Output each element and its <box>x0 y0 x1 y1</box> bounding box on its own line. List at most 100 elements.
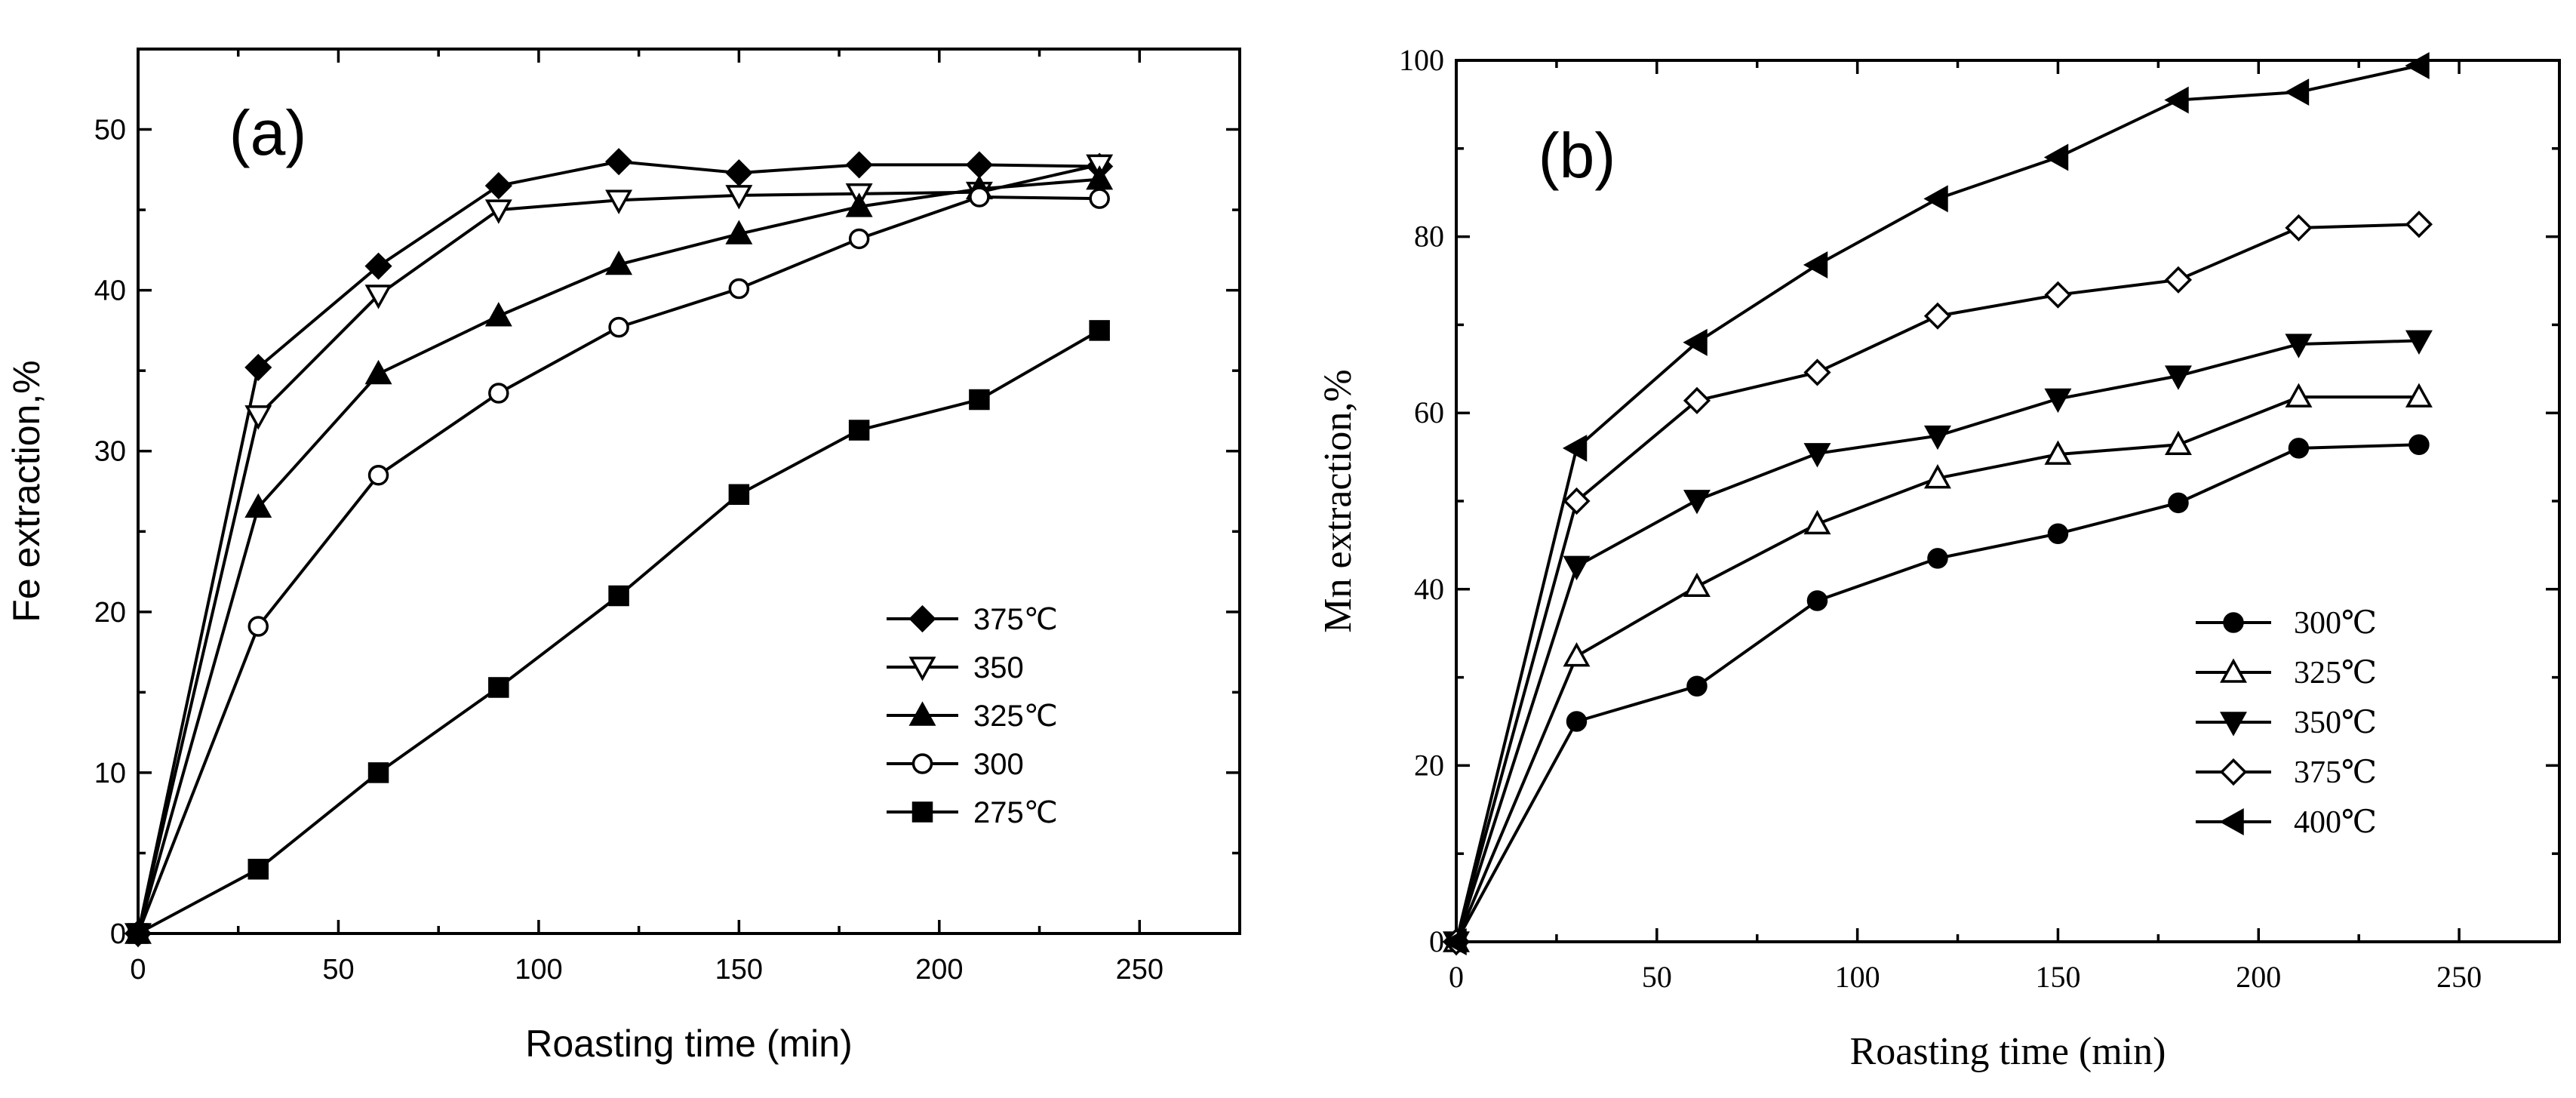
data-point <box>2405 330 2433 355</box>
data-point <box>1803 251 1828 278</box>
series-2 <box>124 165 1114 944</box>
y-tick-label: 40 <box>1414 572 1444 606</box>
data-point <box>1683 386 1711 414</box>
data-point <box>2285 334 2313 358</box>
legend-label: 300 <box>973 748 1024 781</box>
legend-marker <box>911 753 933 774</box>
legend: 300℃ 325℃ 350℃ 375℃ 400℃ <box>2196 606 2377 840</box>
legend-label: 275℃ <box>973 796 1058 829</box>
data-point <box>605 250 633 275</box>
series-line <box>137 163 1100 934</box>
data-point <box>2044 388 2072 414</box>
legend-marker <box>2219 758 2248 786</box>
chart-panel-b: 0 50 100 150 200 250 0 20 40 60 80 100 Roasting time… <box>1317 43 2561 1073</box>
data-point <box>1563 555 1591 581</box>
series-line <box>137 160 1100 934</box>
x-tick-label: 0 <box>130 954 146 986</box>
x-tick-label: 100 <box>515 954 562 986</box>
x-tick-label: 250 <box>1116 954 1164 986</box>
data-point <box>1923 302 1952 330</box>
legend-marker <box>2220 658 2247 683</box>
data-point <box>1803 443 1831 468</box>
y-tick-label: 80 <box>1414 220 1444 254</box>
data-point <box>484 172 512 200</box>
data-point <box>1683 490 1711 515</box>
x-tick-label: 0 <box>1449 960 1464 994</box>
legend-marker <box>911 801 933 823</box>
y-tick-label: 10 <box>94 758 126 789</box>
data-point <box>1803 509 1831 535</box>
data-point <box>608 316 629 338</box>
y-axis-label: Mn extraction,% <box>1317 369 1360 632</box>
x-tick-label: 200 <box>915 954 963 986</box>
data-point <box>2044 440 2072 465</box>
data-point <box>2164 430 2192 455</box>
data-point <box>2047 523 2069 544</box>
legend-label: 350℃ <box>2294 706 2377 740</box>
plot-frame <box>137 48 1241 935</box>
data-point <box>1683 328 1708 356</box>
data-point <box>1923 185 1948 213</box>
data-point <box>247 616 269 637</box>
y-tick-label: 30 <box>94 436 126 468</box>
data-point <box>244 353 272 381</box>
data-point <box>1686 675 1708 697</box>
series-line <box>1455 443 2419 943</box>
series-3 <box>1442 211 2433 956</box>
series-line <box>1455 223 2419 943</box>
data-point <box>848 228 870 250</box>
data-point <box>364 284 392 309</box>
legend-marker <box>908 657 936 681</box>
data-point <box>2288 438 2310 459</box>
data-point <box>484 302 512 327</box>
data-point <box>608 585 629 607</box>
data-point <box>728 278 750 300</box>
legend-label: 375℃ <box>2294 755 2377 790</box>
data-point <box>364 252 392 280</box>
data-point <box>1442 928 1467 955</box>
chart-panel-a: 0 50 100 150 200 250 0 10 20 30 40 50 Roasting time … <box>5 48 1241 1065</box>
data-point <box>367 464 389 486</box>
data-point <box>965 151 993 179</box>
data-point <box>1562 434 1588 462</box>
data-point <box>2408 434 2430 455</box>
data-point <box>2405 383 2433 408</box>
x-tick-label: 200 <box>2236 960 2281 994</box>
data-point <box>725 185 753 210</box>
data-point <box>728 484 750 506</box>
legend-marker <box>2220 712 2247 737</box>
y-tick-label: 40 <box>94 275 126 307</box>
plot-frame <box>1455 59 2561 943</box>
data-point <box>1566 711 1588 732</box>
series-line <box>137 195 1100 934</box>
data-point <box>1927 548 1948 569</box>
legend-marker <box>2223 612 2244 633</box>
series-0 <box>1446 434 2430 952</box>
data-point <box>1563 487 1591 515</box>
data-point <box>1803 358 1831 386</box>
panel-label: (b) <box>1539 120 1616 191</box>
legend-label: 350 <box>973 651 1024 684</box>
data-point <box>2164 266 2193 294</box>
legend-label: 325℃ <box>2294 656 2377 690</box>
data-point <box>2285 383 2313 408</box>
data-point <box>2043 143 2069 171</box>
legend: 375℃ 350 325℃ 300 275℃ <box>887 603 1058 829</box>
data-point <box>484 199 512 224</box>
x-tick-label: 250 <box>2436 960 2482 994</box>
y-tick-label: 0 <box>110 918 126 950</box>
y-tick-label: 60 <box>1414 395 1444 429</box>
data-point <box>1806 590 1828 611</box>
x-tick-label: 150 <box>2035 960 2080 994</box>
data-point <box>1923 425 1951 451</box>
data-point <box>247 859 269 880</box>
y-tick-label: 20 <box>1414 748 1444 782</box>
legend-marker <box>2219 808 2244 835</box>
data-point <box>244 493 272 518</box>
data-point <box>364 359 392 385</box>
data-point <box>1089 320 1110 341</box>
series-line <box>137 329 1101 935</box>
data-point <box>605 189 633 214</box>
legend-marker <box>908 701 936 726</box>
